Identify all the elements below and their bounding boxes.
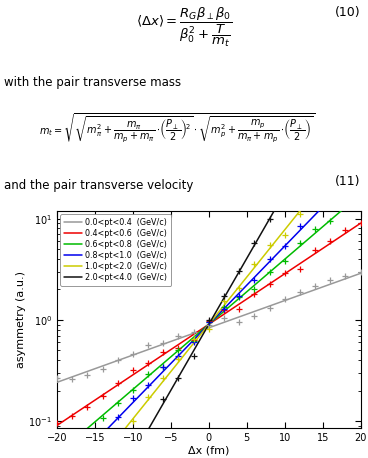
0.6<pt<0.8  (GeV/c) [336, 211, 340, 216]
0.4<pt<0.6  (GeV/c) [358, 220, 363, 226]
1.0<pt<2.0  (GeV/c) [121, 428, 126, 433]
1.0<pt<2.0  (GeV/c) [300, 206, 304, 212]
0.4<pt<0.6  (GeV/c) [188, 333, 193, 339]
1.0<pt<2.0  (GeV/c) [291, 217, 296, 222]
2.0<pt<4.0  (GeV/c) [146, 427, 150, 433]
0.8<pt<1.0  (GeV/c) [270, 256, 275, 262]
2.0<pt<4.0  (GeV/c) [251, 245, 255, 251]
Text: with the pair transverse mass: with the pair transverse mass [4, 76, 181, 89]
0.8<pt<1.0  (GeV/c) [137, 393, 142, 398]
0.4<pt<0.6  (GeV/c) [297, 262, 301, 267]
0.8<pt<1.0  (GeV/c) [181, 348, 185, 354]
0.6<pt<0.8  (GeV/c) [100, 413, 105, 418]
1.0<pt<2.0  (GeV/c) [259, 256, 263, 262]
Y-axis label: asymmetry (a.u.): asymmetry (a.u.) [15, 271, 25, 368]
1.0<pt<2.0  (GeV/c) [223, 301, 227, 307]
0.4<pt<0.6  (GeV/c) [86, 402, 90, 408]
1.0<pt<2.0  (GeV/c) [279, 232, 283, 238]
0.6<pt<0.8  (GeV/c) [217, 312, 222, 318]
0.0<pt<0.4  (GeV/c) [178, 335, 182, 341]
2.0<pt<4.0  (GeV/c) [188, 354, 193, 359]
Text: and the pair transverse velocity: and the pair transverse velocity [4, 180, 193, 192]
0.8<pt<1.0  (GeV/c) [158, 372, 162, 377]
1.0<pt<2.0  (GeV/c) [230, 293, 234, 298]
0.6<pt<0.8  (GeV/c) [342, 206, 346, 212]
2.0<pt<4.0  (GeV/c) [273, 206, 277, 212]
0.6<pt<0.8  (GeV/c) [275, 263, 279, 269]
Line: 0.8<pt<1.0  (GeV/c): 0.8<pt<1.0 (GeV/c) [106, 208, 321, 431]
0.4<pt<0.6  (GeV/c) [263, 284, 268, 289]
0.6<pt<0.8  (GeV/c) [327, 218, 332, 224]
0.6<pt<0.8  (GeV/c) [321, 224, 325, 229]
Legend: 0.0<pt<0.4  (GeV/c), 0.4<pt<0.6  (GeV/c), 0.6<pt<0.8  (GeV/c), 0.8<pt<1.0  (GeV/: 0.0<pt<0.4 (GeV/c), 0.4<pt<0.6 (GeV/c), … [60, 214, 171, 286]
2.0<pt<4.0  (GeV/c) [202, 329, 207, 334]
0.0<pt<0.4  (GeV/c) [188, 332, 193, 337]
2.0<pt<4.0  (GeV/c) [268, 216, 272, 221]
0.0<pt<0.4  (GeV/c) [358, 271, 363, 276]
Line: 0.4<pt<0.6  (GeV/c): 0.4<pt<0.6 (GeV/c) [57, 223, 361, 425]
X-axis label: Δx (fm): Δx (fm) [188, 446, 230, 456]
0.4<pt<0.6  (GeV/c) [55, 423, 59, 428]
Text: (10): (10) [335, 6, 361, 19]
0.4<pt<0.6  (GeV/c) [291, 265, 296, 271]
Line: 1.0<pt<2.0  (GeV/c): 1.0<pt<2.0 (GeV/c) [124, 209, 302, 431]
0.0<pt<0.4  (GeV/c) [55, 380, 59, 385]
Line: 2.0<pt<4.0  (GeV/c): 2.0<pt<4.0 (GeV/c) [148, 209, 275, 430]
0.8<pt<1.0  (GeV/c) [121, 410, 125, 415]
0.0<pt<0.4  (GeV/c) [291, 294, 296, 300]
0.6<pt<0.8  (GeV/c) [83, 428, 87, 433]
0.4<pt<0.6  (GeV/c) [178, 341, 182, 346]
0.0<pt<0.4  (GeV/c) [263, 305, 268, 310]
Line: 0.6<pt<0.8  (GeV/c): 0.6<pt<0.8 (GeV/c) [85, 209, 344, 431]
0.0<pt<0.4  (GeV/c) [297, 293, 301, 298]
Text: $m_t = \sqrt{\sqrt{m_\pi^2 + \dfrac{m_\pi}{m_p+m_\pi}\cdot\!\left(\dfrac{P_\perp: $m_t = \sqrt{\sqrt{m_\pi^2 + \dfrac{m_\p… [39, 112, 315, 144]
0.0<pt<0.4  (GeV/c) [86, 368, 90, 374]
2.0<pt<4.0  (GeV/c) [150, 420, 154, 425]
0.8<pt<1.0  (GeV/c) [319, 206, 323, 211]
Text: (11): (11) [335, 175, 361, 188]
Text: $\langle \Delta x \rangle = \dfrac{R_G \beta_\perp \beta_0}{\beta_0^2 + \dfrac{T: $\langle \Delta x \rangle = \dfrac{R_G \… [136, 6, 232, 49]
2.0<pt<4.0  (GeV/c) [209, 318, 213, 324]
Line: 0.0<pt<0.4  (GeV/c): 0.0<pt<0.4 (GeV/c) [57, 273, 361, 382]
1.0<pt<2.0  (GeV/c) [135, 411, 139, 416]
0.8<pt<1.0  (GeV/c) [104, 428, 108, 433]
0.8<pt<1.0  (GeV/c) [188, 341, 192, 347]
